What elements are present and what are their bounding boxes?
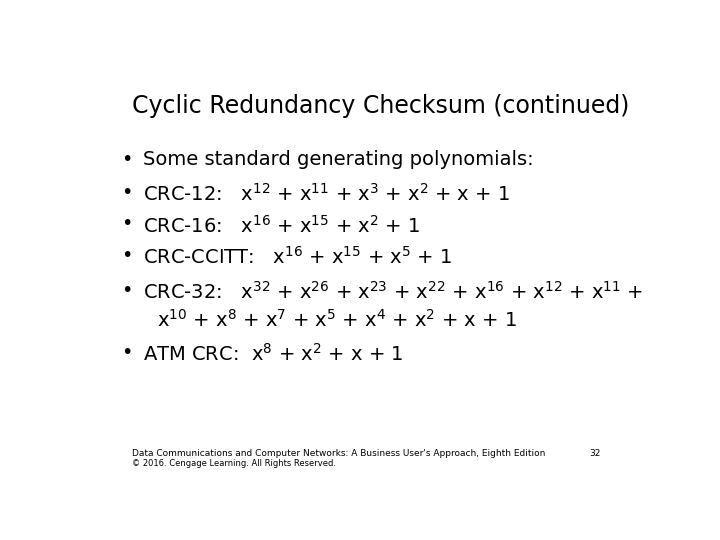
Text: •: •: [121, 246, 132, 265]
Text: x$^{10}$ + x$^{8}$ + x$^{7}$ + x$^{5}$ + x$^{4}$ + x$^{2}$ + x + 1: x$^{10}$ + x$^{8}$ + x$^{7}$ + x$^{5}$ +…: [157, 309, 517, 331]
Text: CRC-12:   x$^{12}$ + x$^{11}$ + x$^{3}$ + x$^{2}$ + x + 1: CRC-12: x$^{12}$ + x$^{11}$ + x$^{3}$ + …: [143, 183, 510, 205]
Text: © 2016. Cengage Learning. All Rights Reserved.: © 2016. Cengage Learning. All Rights Res…: [132, 459, 336, 468]
Text: 32: 32: [590, 449, 600, 458]
Text: Cyclic Redundancy Checksum (continued): Cyclic Redundancy Checksum (continued): [132, 94, 629, 118]
Text: Some standard generating polynomials:: Some standard generating polynomials:: [143, 150, 534, 169]
Text: Data Communications and Computer Networks: A Business User's Approach, Eighth Ed: Data Communications and Computer Network…: [132, 449, 545, 458]
Text: •: •: [121, 281, 132, 300]
Text: CRC-16:   x$^{16}$ + x$^{15}$ + x$^{2}$ + 1: CRC-16: x$^{16}$ + x$^{15}$ + x$^{2}$ + …: [143, 214, 420, 237]
Text: CRC-32:   x$^{32}$ + x$^{26}$ + x$^{23}$ + x$^{22}$ + x$^{16}$ + x$^{12}$ + x$^{: CRC-32: x$^{32}$ + x$^{26}$ + x$^{23}$ +…: [143, 281, 644, 303]
Text: •: •: [121, 214, 132, 233]
Text: •: •: [121, 343, 132, 362]
Text: •: •: [121, 150, 132, 169]
Text: •: •: [121, 183, 132, 202]
Text: ATM CRC:  x$^{8}$ + x$^{2}$ + x + 1: ATM CRC: x$^{8}$ + x$^{2}$ + x + 1: [143, 343, 403, 365]
Text: CRC-CCITT:   x$^{16}$ + x$^{15}$ + x$^{5}$ + 1: CRC-CCITT: x$^{16}$ + x$^{15}$ + x$^{5}$…: [143, 246, 452, 268]
